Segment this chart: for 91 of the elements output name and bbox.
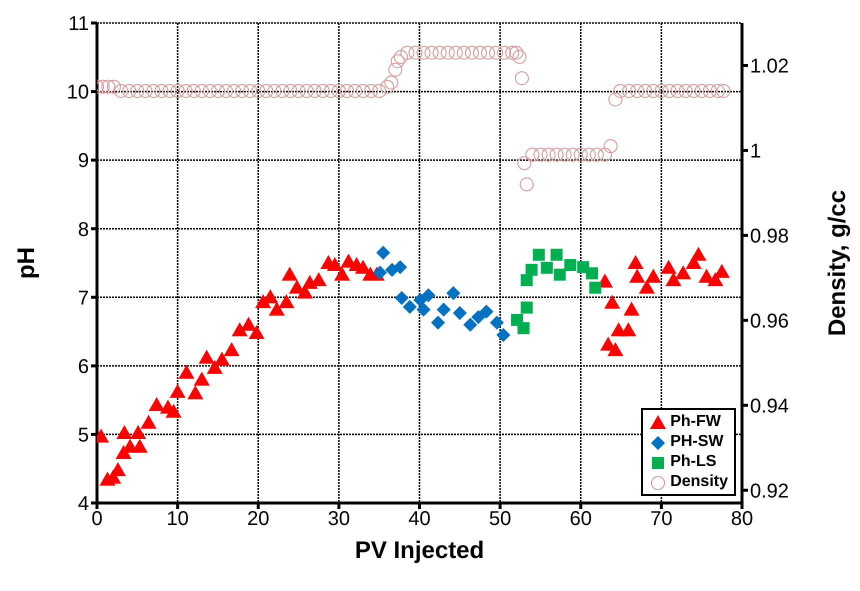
point bbox=[148, 396, 165, 411]
point bbox=[132, 438, 148, 453]
point bbox=[431, 316, 446, 330]
point bbox=[518, 322, 530, 334]
point bbox=[660, 260, 677, 274]
x-tick-label: 0 bbox=[91, 508, 103, 530]
x-tick-label: 70 bbox=[650, 508, 672, 530]
point bbox=[116, 425, 132, 440]
point bbox=[550, 248, 563, 261]
y-tick-label: 4 bbox=[78, 493, 89, 516]
y-tick-label: 8 bbox=[78, 218, 89, 241]
y2-tick-label: 1 bbox=[750, 140, 762, 163]
point bbox=[198, 350, 215, 364]
y2-tick-label: 1.02 bbox=[750, 56, 789, 78]
point bbox=[629, 268, 646, 283]
point bbox=[166, 404, 182, 418]
point bbox=[620, 322, 636, 336]
legend-label: PH-SW bbox=[670, 433, 724, 451]
point bbox=[232, 322, 248, 336]
point bbox=[334, 266, 350, 281]
y-tick-label: 7 bbox=[78, 287, 89, 310]
point bbox=[421, 288, 436, 302]
y2-axis-title: Density, g/cc bbox=[824, 190, 851, 336]
point bbox=[194, 372, 210, 386]
point bbox=[452, 306, 467, 320]
point bbox=[416, 302, 431, 317]
point bbox=[665, 272, 682, 286]
point bbox=[479, 304, 494, 319]
point bbox=[638, 280, 655, 294]
point bbox=[624, 302, 640, 316]
point bbox=[248, 324, 265, 339]
point bbox=[278, 294, 294, 308]
x-tick-label: 30 bbox=[328, 508, 350, 530]
point bbox=[554, 268, 566, 281]
point bbox=[393, 260, 408, 274]
y2-tick-label: 0.98 bbox=[750, 225, 789, 248]
point bbox=[520, 274, 533, 286]
legend-label: Ph-LS bbox=[670, 453, 716, 471]
point bbox=[178, 364, 194, 379]
point bbox=[206, 360, 223, 374]
point bbox=[187, 385, 204, 400]
point bbox=[326, 257, 343, 272]
point bbox=[490, 316, 504, 330]
point bbox=[413, 293, 428, 308]
y-tick-label: 6 bbox=[78, 356, 89, 378]
point bbox=[376, 246, 390, 260]
point bbox=[130, 425, 146, 440]
x-tick-label: 10 bbox=[166, 508, 189, 530]
x-tick-label: 50 bbox=[489, 508, 512, 530]
y-tick-label: 5 bbox=[78, 424, 89, 447]
point bbox=[402, 300, 417, 314]
point bbox=[628, 255, 644, 269]
point bbox=[532, 248, 545, 261]
y-axis-title: pH bbox=[13, 247, 40, 279]
point bbox=[526, 264, 538, 276]
y-tick-label: 10 bbox=[66, 82, 89, 104]
point bbox=[540, 262, 553, 274]
y2-tick-label: 0.94 bbox=[750, 395, 789, 418]
point bbox=[675, 265, 692, 280]
x-tick-label: 60 bbox=[570, 508, 592, 530]
point bbox=[564, 259, 576, 272]
point bbox=[471, 310, 486, 324]
x-tick-label: 20 bbox=[247, 508, 270, 530]
x-axis-title: PV Injected bbox=[354, 537, 484, 564]
point bbox=[463, 318, 478, 332]
point bbox=[170, 384, 186, 398]
legend-label: Density bbox=[670, 473, 728, 491]
y-tick-label: 11 bbox=[68, 13, 89, 36]
point bbox=[496, 328, 510, 342]
point bbox=[394, 290, 409, 305]
point bbox=[690, 246, 706, 261]
point bbox=[604, 294, 620, 309]
point bbox=[282, 266, 298, 281]
point bbox=[268, 302, 285, 316]
x-tick-label: 80 bbox=[730, 508, 754, 530]
x-tick-label: 40 bbox=[408, 508, 431, 530]
point bbox=[140, 414, 157, 429]
point bbox=[372, 266, 387, 280]
point bbox=[645, 268, 662, 283]
point bbox=[436, 302, 451, 317]
point bbox=[224, 342, 240, 356]
legend-label: Ph-FW bbox=[670, 413, 721, 431]
point bbox=[446, 286, 460, 300]
point bbox=[607, 342, 624, 356]
point bbox=[520, 302, 533, 314]
y2-tick-label: 0.92 bbox=[750, 480, 789, 502]
point bbox=[240, 316, 257, 331]
y-tick-label: 9 bbox=[78, 150, 89, 172]
point bbox=[586, 267, 598, 280]
point bbox=[589, 282, 602, 294]
y2-tick-label: 0.96 bbox=[750, 310, 789, 332]
